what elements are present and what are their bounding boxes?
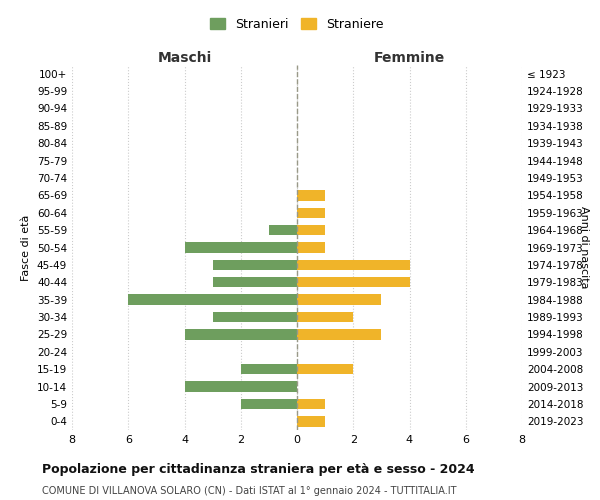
Text: Popolazione per cittadinanza straniera per età e sesso - 2024: Popolazione per cittadinanza straniera p… — [42, 462, 475, 475]
Bar — [128, 294, 297, 305]
Bar — [269, 225, 297, 235]
Bar — [297, 398, 325, 409]
Y-axis label: Fasce di età: Fasce di età — [22, 214, 31, 280]
Bar — [185, 242, 297, 252]
Bar — [297, 277, 409, 287]
Bar — [212, 312, 297, 322]
Bar — [185, 382, 297, 392]
Bar — [241, 364, 297, 374]
Bar — [185, 329, 297, 340]
Bar — [297, 364, 353, 374]
Bar — [212, 260, 297, 270]
Bar — [297, 294, 382, 305]
Bar — [297, 329, 382, 340]
Bar — [297, 242, 325, 252]
Bar — [297, 225, 325, 235]
Bar — [297, 312, 353, 322]
Bar — [297, 416, 325, 426]
Text: Maschi: Maschi — [157, 51, 212, 65]
Bar — [297, 260, 409, 270]
Text: COMUNE DI VILLANOVA SOLARO (CN) - Dati ISTAT al 1° gennaio 2024 - TUTTITALIA.IT: COMUNE DI VILLANOVA SOLARO (CN) - Dati I… — [42, 486, 457, 496]
Text: Femmine: Femmine — [374, 51, 445, 65]
Legend: Stranieri, Straniere: Stranieri, Straniere — [205, 13, 389, 36]
Bar — [297, 208, 325, 218]
Bar — [241, 398, 297, 409]
Y-axis label: Anni di nascita: Anni di nascita — [579, 206, 589, 289]
Bar — [297, 190, 325, 200]
Bar — [212, 277, 297, 287]
